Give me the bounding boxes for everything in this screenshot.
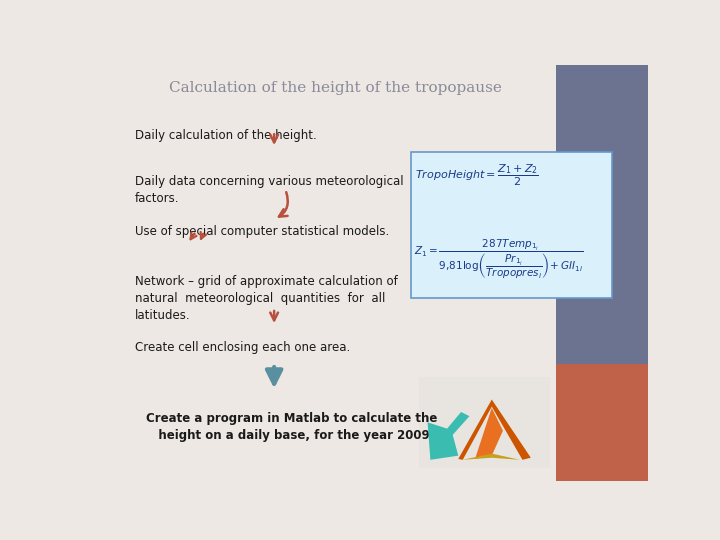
Text: Network – grid of approximate calculation of
natural  meteorological  quantities: Network – grid of approximate calculatio… bbox=[135, 275, 397, 322]
FancyArrowPatch shape bbox=[279, 192, 288, 217]
Polygon shape bbox=[428, 412, 469, 460]
Text: $\mathit{TropoHeight} = \dfrac{Z_1 + Z_2}{2}$: $\mathit{TropoHeight} = \dfrac{Z_1 + Z_2… bbox=[415, 163, 539, 188]
Bar bbox=[556, 65, 648, 481]
Text: Use of special computer statistical models.: Use of special computer statistical mode… bbox=[135, 225, 389, 238]
Text: Calculation of the height of the tropopause: Calculation of the height of the tropopa… bbox=[169, 80, 502, 94]
Polygon shape bbox=[459, 400, 531, 460]
Text: Daily data concerning various meteorological
factors.: Daily data concerning various meteorolog… bbox=[135, 175, 403, 205]
Bar bbox=[419, 377, 550, 468]
Text: Daily calculation of the height.: Daily calculation of the height. bbox=[135, 129, 316, 142]
Text: Create cell enclosing each one area.: Create cell enclosing each one area. bbox=[135, 341, 350, 354]
Text: Create a program in Matlab to calculate the
   height on a daily base, for the y: Create a program in Matlab to calculate … bbox=[145, 412, 437, 442]
Polygon shape bbox=[475, 408, 503, 459]
Polygon shape bbox=[463, 454, 520, 460]
Bar bbox=[556, 364, 648, 481]
FancyBboxPatch shape bbox=[411, 152, 612, 298]
Text: $\mathit{Z}_1 = \dfrac{287\mathit{Temp}_{1_i}}{9{,}81\log\!\left(\dfrac{\mathit{: $\mathit{Z}_1 = \dfrac{287\mathit{Temp}_… bbox=[413, 238, 583, 281]
